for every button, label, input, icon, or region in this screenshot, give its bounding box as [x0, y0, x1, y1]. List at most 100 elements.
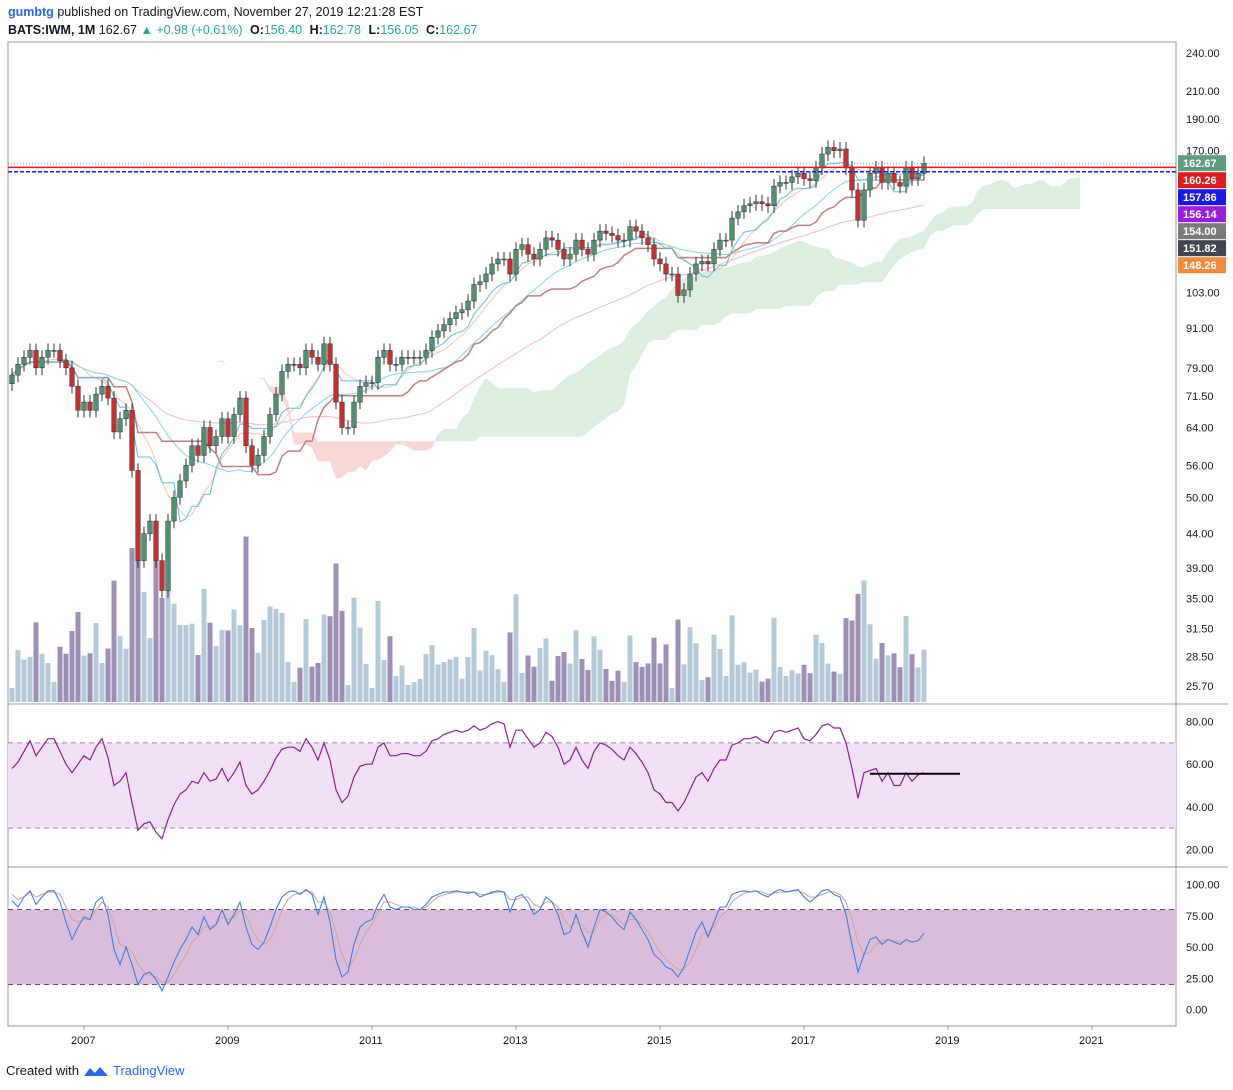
- candle: [345, 427, 351, 429]
- volume-bar: [447, 659, 453, 702]
- cloud-segment: [744, 261, 750, 314]
- volume-bar: [267, 606, 273, 702]
- candle: [663, 263, 669, 275]
- cloud-segment: [576, 368, 582, 437]
- candle: [279, 371, 285, 395]
- cloud-segment: [726, 266, 732, 317]
- candle: [513, 249, 519, 275]
- candle: [585, 249, 591, 255]
- cloud-segment: [294, 432, 300, 445]
- cloud-segment: [402, 441, 408, 447]
- candle: [555, 239, 561, 250]
- volume-bar: [501, 682, 507, 702]
- cloud-segment: [792, 240, 798, 306]
- volume-bar: [675, 619, 681, 702]
- candle: [681, 289, 687, 296]
- price-label-bg: [1178, 206, 1226, 223]
- author-name[interactable]: gumbtg: [8, 5, 54, 19]
- cloud-segment: [180, 362, 186, 366]
- volume-bar: [663, 644, 669, 702]
- volume-bar: [225, 630, 231, 702]
- candle: [147, 520, 153, 534]
- candle: [399, 357, 405, 365]
- candle: [171, 497, 177, 522]
- cloud-segment: [804, 241, 810, 306]
- cloud-segment: [438, 428, 444, 442]
- kijun-line: [11, 179, 924, 476]
- volume-bar: [909, 654, 915, 702]
- tradingview-brand[interactable]: TradingView: [112, 1063, 185, 1078]
- price-tick-label: 71.50: [1186, 391, 1214, 403]
- volume-bar: [363, 663, 369, 702]
- candle: [747, 203, 753, 206]
- cloud-segment: [528, 388, 534, 437]
- candle: [357, 386, 363, 403]
- volume-bar: [243, 536, 249, 702]
- volume-bar: [33, 622, 39, 702]
- stoch-tick-label: 0.00: [1186, 1005, 1207, 1017]
- cloud-segment: [750, 256, 756, 314]
- volume-bar: [831, 671, 837, 702]
- cloud-segment: [468, 398, 474, 442]
- volume-bar: [261, 619, 267, 702]
- volume-bar: [921, 649, 927, 702]
- volume-bar: [819, 643, 825, 702]
- candle: [735, 211, 741, 219]
- volume-bar: [351, 597, 357, 702]
- cloud-segment: [888, 244, 894, 275]
- cloud-segment: [510, 388, 516, 437]
- candle: [783, 182, 789, 184]
- publish-line: gumbtg published on TradingView.com, Nov…: [8, 3, 477, 21]
- volume-bar: [285, 661, 291, 702]
- volume-bar: [513, 594, 519, 702]
- cloud-segment: [492, 382, 498, 437]
- candle: [201, 427, 207, 456]
- volume-bar: [411, 682, 417, 702]
- chart-canvas[interactable]: 240.00 210.00 190.00 170.00 103.00 91.00 79.00…: [0, 0, 1233, 1060]
- candle: [645, 237, 651, 245]
- cloud-segment: [1056, 185, 1062, 209]
- volume-bar: [315, 663, 321, 702]
- price-tick-label: 64.00: [1186, 422, 1214, 434]
- price-tick-label: 103.00: [1186, 288, 1220, 300]
- candles: [9, 140, 927, 598]
- volume-bar: [135, 545, 141, 702]
- volume-bar: [429, 645, 435, 702]
- chart-header: gumbtg published on TradingView.com, Nov…: [8, 3, 477, 39]
- volume-bar: [147, 638, 153, 702]
- candle: [57, 350, 63, 361]
- time-tick-label: 2019: [935, 1035, 959, 1047]
- candle: [117, 418, 123, 433]
- volume-bar: [603, 668, 609, 702]
- time-tick-label: 2009: [215, 1035, 239, 1047]
- volume-bar: [165, 545, 171, 702]
- cloud-segment: [1008, 181, 1014, 209]
- cloud-segment: [564, 374, 570, 437]
- candle: [9, 374, 15, 384]
- cloud-segment: [390, 441, 396, 452]
- cloud-segment: [762, 254, 768, 309]
- volume-bar: [705, 677, 711, 702]
- price-label: 151.82: [1183, 243, 1217, 255]
- price-label: 160.26: [1183, 175, 1217, 187]
- volume-histogram: [9, 536, 927, 702]
- cloud-segment: [582, 363, 588, 437]
- candle: [129, 410, 135, 471]
- price-label-bg: [1178, 189, 1226, 206]
- volume-bar: [711, 634, 717, 702]
- candle: [333, 364, 339, 403]
- cloud-segment: [870, 261, 876, 282]
- candle: [693, 263, 699, 275]
- cloud-segment: [852, 262, 858, 285]
- price-tick-label: 31.50: [1186, 623, 1214, 635]
- volume-bar: [297, 667, 303, 702]
- volume-bar: [45, 663, 51, 702]
- candle: [711, 249, 717, 265]
- ohlc-line: BATS:IWM, 1M 162.67 ▲ +0.98 (+0.61%) O:1…: [8, 21, 477, 39]
- candle: [111, 397, 117, 433]
- candle: [843, 148, 849, 169]
- candle: [609, 233, 615, 236]
- price-label-bg: [1178, 172, 1226, 189]
- stoch-tick-label: 100.00: [1186, 880, 1220, 892]
- volume-bar: [645, 663, 651, 702]
